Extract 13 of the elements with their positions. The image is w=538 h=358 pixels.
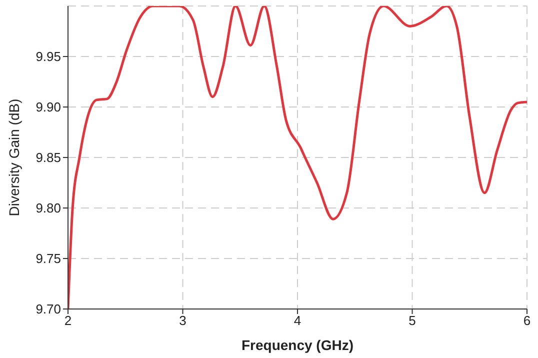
y-tick-label: 9.85 (36, 150, 61, 166)
x-tick-label: 4 (294, 313, 302, 328)
y-tick-label: 9.70 (36, 302, 61, 317)
x-tick-label: 3 (179, 313, 186, 328)
y-tick-label: 9.80 (36, 200, 61, 216)
y-tick-label: 9.75 (36, 251, 61, 266)
y-tick-label: 9.95 (36, 49, 61, 64)
y-axis-title: Diversity Gain (dB) (6, 98, 22, 216)
x-tick-label: 6 (523, 313, 531, 328)
x-tick-label: 2 (64, 313, 72, 328)
x-tick-label: 5 (408, 313, 416, 328)
x-axis-title: Frequency (GHz) (241, 337, 354, 353)
y-tick-label: 9.90 (36, 100, 61, 115)
